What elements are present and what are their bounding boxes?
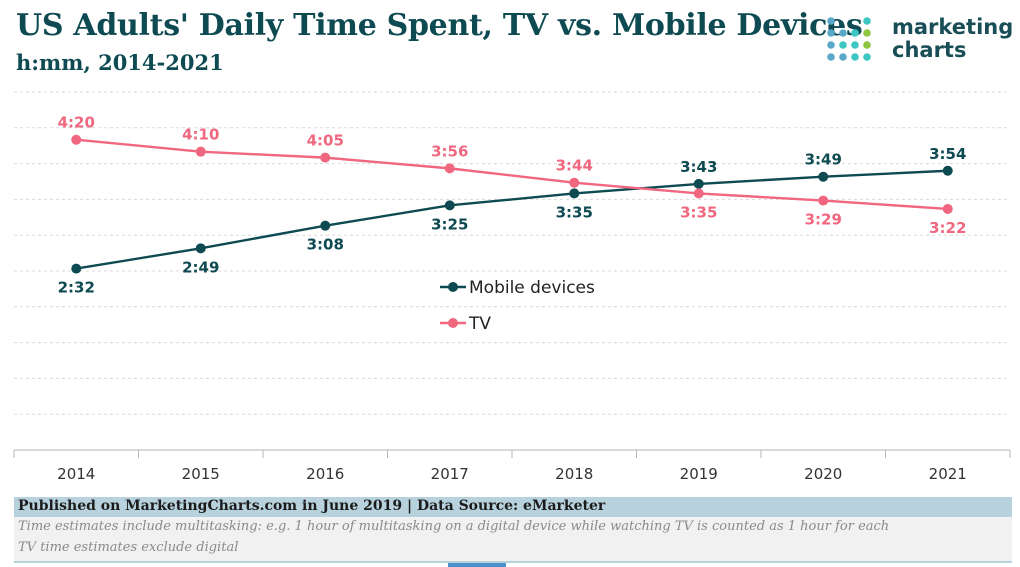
data-label: 3:56: [431, 142, 468, 160]
series-line-mobile-devices: [76, 169, 948, 270]
data-label: 3:35: [556, 203, 593, 221]
chart-subtitle: h:mm, 2014-2021: [16, 50, 224, 75]
logo-dot: [839, 41, 847, 49]
logo-dot: [839, 53, 847, 61]
data-point[interactable]: [693, 188, 704, 199]
data-label: 3:08: [307, 236, 344, 254]
line-chart: 2014 2015 2016 2017 2018 2019 2020 2021 2:32 2:49…: [13, 91, 1011, 483]
data-label: 3:43: [680, 158, 717, 176]
x-tick-label: 2018: [555, 465, 593, 483]
data-label: 3:25: [431, 215, 468, 233]
data-label: 4:10: [182, 126, 219, 144]
logo-dot: [839, 29, 847, 37]
x-tick-label: 2021: [929, 465, 967, 483]
logo-dot: [827, 53, 835, 61]
x-tick-label: 2019: [680, 465, 718, 483]
logo-dot: [851, 53, 859, 61]
source-text: Published on MarketingCharts.com in June…: [18, 498, 606, 514]
data-point[interactable]: [195, 146, 206, 157]
logo-dot: [827, 41, 835, 49]
data-point[interactable]: [818, 195, 829, 206]
logo-dot: [863, 17, 871, 25]
logo-dot: [863, 53, 871, 61]
legend-label[interactable]: Mobile devices: [469, 278, 595, 298]
data-point[interactable]: [320, 220, 331, 231]
data-point[interactable]: [693, 178, 704, 189]
note-tv-digital: TV time estimates exclude digital: [18, 540, 239, 555]
x-tick-label: 2016: [306, 465, 344, 483]
logo-dot: [827, 29, 835, 37]
data-label: 3:44: [556, 157, 593, 175]
logo-dot: [851, 29, 859, 37]
data-label: 4:05: [307, 132, 344, 150]
logo-dot: [863, 41, 871, 49]
bottom-rule: [14, 561, 1012, 563]
series-line-tv: [76, 138, 948, 211]
data-label: 3:35: [680, 203, 717, 221]
legend-swatch-dot: [448, 282, 458, 292]
logo-dot: [863, 29, 871, 37]
x-tick-label: 2017: [431, 465, 469, 483]
data-point[interactable]: [942, 203, 953, 214]
bottom-tab[interactable]: [448, 563, 506, 567]
data-label: 2:49: [182, 258, 219, 276]
data-point[interactable]: [569, 177, 580, 188]
data-label: 3:29: [805, 211, 842, 229]
logo-text: marketing charts: [892, 16, 1013, 62]
data-point[interactable]: [320, 152, 331, 163]
data-point[interactable]: [71, 134, 82, 145]
x-tick-label: 2020: [804, 465, 842, 483]
data-point[interactable]: [444, 200, 455, 211]
data-point[interactable]: [444, 163, 455, 174]
legend-label[interactable]: TV: [468, 314, 491, 334]
data-point[interactable]: [569, 188, 580, 199]
data-point[interactable]: [71, 263, 82, 274]
data-point[interactable]: [195, 243, 206, 254]
note-multitasking: Time estimates include multitasking: e.g…: [18, 519, 890, 534]
data-point[interactable]: [818, 171, 829, 182]
logo-dot: [827, 17, 835, 25]
x-tick-label: 2014: [57, 465, 95, 483]
data-point[interactable]: [942, 165, 953, 176]
marketing-charts-logo[interactable]: marketing charts: [826, 14, 1016, 70]
data-label: 2:32: [58, 279, 95, 297]
chart-title: US Adults' Daily Time Spent, TV vs. Mobi…: [16, 8, 863, 43]
logo-dot: [851, 41, 859, 49]
data-label: 3:54: [929, 145, 966, 163]
logo-line-2: charts: [892, 38, 967, 62]
logo-line-1: marketing: [892, 15, 1014, 39]
data-label: 3:49: [805, 151, 842, 169]
legend-swatch-dot: [448, 318, 458, 328]
x-tick-label: 2015: [182, 465, 220, 483]
notes-panel: Time estimates include multitasking: e.g…: [14, 517, 1012, 561]
source-bar: Published on MarketingCharts.com in June…: [14, 497, 1012, 517]
data-label: 4:20: [58, 114, 95, 132]
data-label: 3:22: [929, 219, 966, 237]
dot-grid-icon: [827, 17, 871, 61]
